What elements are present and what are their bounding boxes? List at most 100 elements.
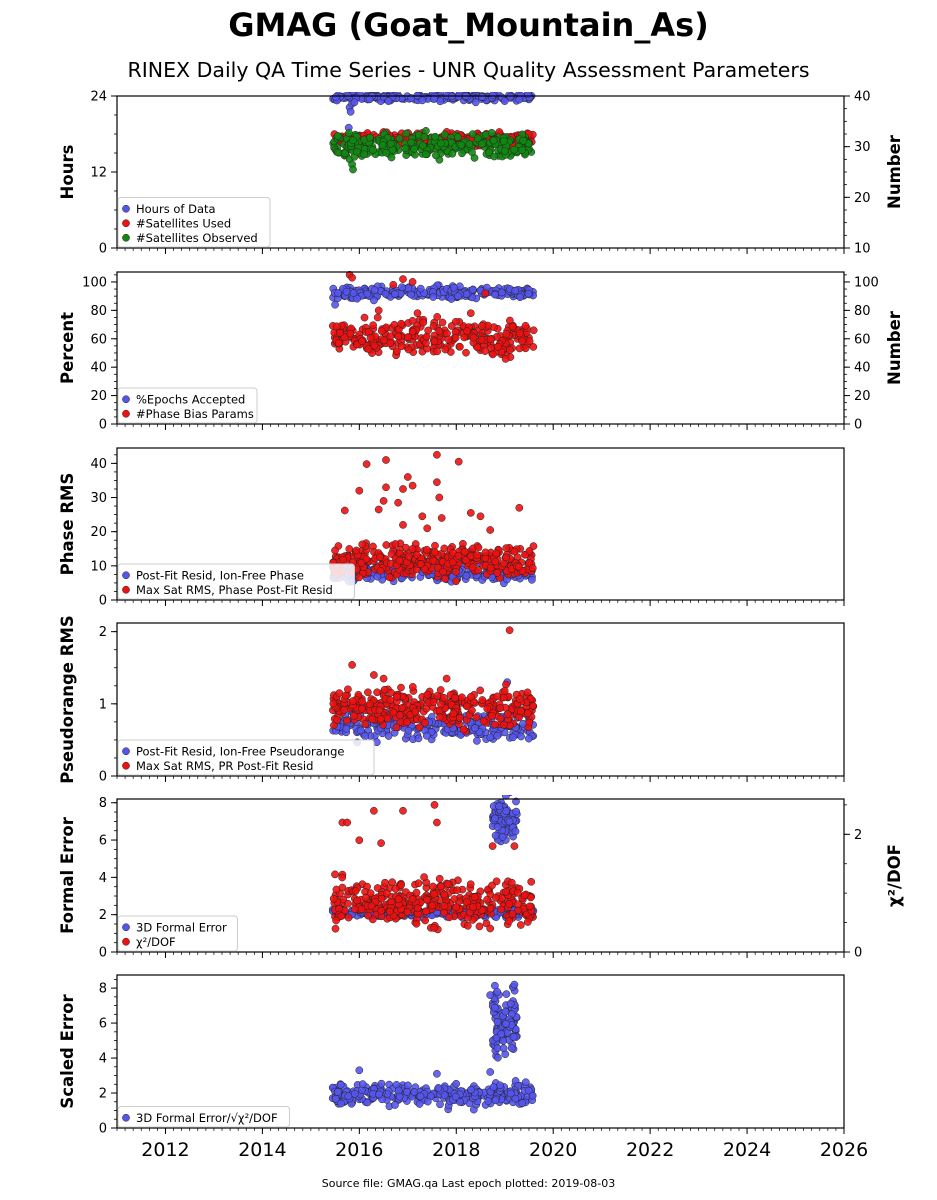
red-data-point <box>343 818 352 827</box>
red-data-point <box>358 337 366 346</box>
green-data-point <box>432 151 440 160</box>
red-data-point <box>435 327 444 335</box>
red-data-point <box>399 275 407 283</box>
y-tick-label: 1 <box>99 697 107 712</box>
red-data-point <box>433 818 441 827</box>
legend-box <box>117 563 355 600</box>
red-data-point <box>355 486 364 495</box>
y2-tick-label: 30 <box>854 140 871 155</box>
red-data-point <box>374 306 383 315</box>
blue-data-point <box>499 1036 508 1045</box>
blue-data-point <box>528 575 536 584</box>
blue-data-point <box>507 1044 516 1052</box>
blue-data-point <box>407 290 415 299</box>
red-data-point <box>479 717 488 726</box>
green-data-point <box>334 148 342 157</box>
blue-data-point <box>416 284 425 293</box>
y2-tick-label: 10 <box>854 242 871 257</box>
y2-tick-label: 20 <box>854 191 871 206</box>
green-data-point <box>468 130 477 138</box>
red-data-point <box>492 549 501 558</box>
red-data-point <box>377 894 386 903</box>
red-data-point <box>466 509 475 517</box>
plot-area <box>329 626 538 747</box>
red-data-point <box>423 690 432 699</box>
red-data-point <box>423 896 431 904</box>
red-data-point <box>450 895 459 903</box>
blue-data-point <box>502 1019 510 1028</box>
red-data-point <box>376 715 385 723</box>
red-data-point <box>523 709 532 718</box>
red-data-point <box>515 695 524 703</box>
red-data-point <box>452 568 460 576</box>
blue-legend-marker <box>122 571 130 580</box>
blue-data-point <box>493 1018 502 1026</box>
blue-data-point <box>449 283 458 292</box>
blue-data-point <box>423 1097 432 1106</box>
red-data-point <box>404 345 413 354</box>
y2-axis-label: Number <box>885 310 904 385</box>
blue-data-point <box>440 1091 449 1099</box>
red-data-point <box>470 893 479 901</box>
blue-data-point <box>468 285 477 294</box>
x-tick-label: 2024 <box>723 1139 771 1161</box>
green-data-point <box>473 134 482 143</box>
blue-legend-marker <box>122 923 130 932</box>
green-data-point <box>360 150 369 159</box>
red-data-point <box>395 556 404 565</box>
red-data-point <box>364 345 373 353</box>
blue-data-point <box>473 737 481 745</box>
legend-label: 3D Formal Error <box>136 920 227 934</box>
red-data-point <box>387 688 395 697</box>
red-data-point <box>386 332 395 341</box>
red-data-point <box>430 801 439 809</box>
y-tick-label: 40 <box>90 457 107 472</box>
red-data-point <box>463 702 471 711</box>
blue-data-point <box>349 289 358 297</box>
red-data-point <box>361 893 370 902</box>
red-data-point <box>358 697 366 706</box>
red-data-point <box>379 674 388 683</box>
blue-data-point <box>506 1089 515 1098</box>
red-data-point <box>502 680 510 689</box>
plot-area <box>328 980 537 1114</box>
blue-data-point <box>370 286 379 294</box>
legend-label: Max Sat RMS, Phase Post-Fit Resid <box>136 583 333 597</box>
y-tick-label: 8 <box>99 982 107 997</box>
legend-label: #Satellites Used <box>136 216 231 230</box>
red-data-point <box>507 878 516 887</box>
y-tick-label: 40 <box>90 361 107 376</box>
red-data-point <box>399 485 407 493</box>
red-data-point <box>413 309 422 318</box>
red-data-point <box>513 888 522 897</box>
red-data-point <box>520 891 529 900</box>
green-data-point <box>431 132 440 141</box>
panel-phase-rms: 0 10 20 30 40 Phase RMS Post-Fit Resid, Ion-Fr… <box>58 447 845 609</box>
blue-legend-marker <box>122 395 130 404</box>
blue-data-point <box>379 92 388 101</box>
red-data-point <box>454 457 463 466</box>
red-data-point <box>444 335 453 344</box>
red-legend-marker <box>122 409 130 418</box>
green-data-point <box>410 145 419 153</box>
blue-data-point <box>391 1101 399 1109</box>
red-data-point <box>435 493 444 502</box>
red-data-point <box>397 881 405 889</box>
red-data-point <box>481 548 490 557</box>
red-data-point <box>377 839 385 847</box>
green-data-point <box>468 148 476 156</box>
blue-data-point <box>495 802 503 811</box>
red-data-point <box>411 707 420 716</box>
red-data-point <box>514 900 522 909</box>
red-data-point <box>429 322 438 330</box>
red-data-point <box>445 913 454 922</box>
blue-data-point <box>331 1094 340 1103</box>
red-data-point <box>403 333 412 341</box>
blue-data-point <box>502 807 511 815</box>
legend-label: #Satellites Observed <box>136 231 258 245</box>
blue-data-point <box>510 980 519 989</box>
red-data-point <box>355 836 364 845</box>
red-data-point <box>472 713 481 722</box>
blue-data-point <box>342 724 351 733</box>
